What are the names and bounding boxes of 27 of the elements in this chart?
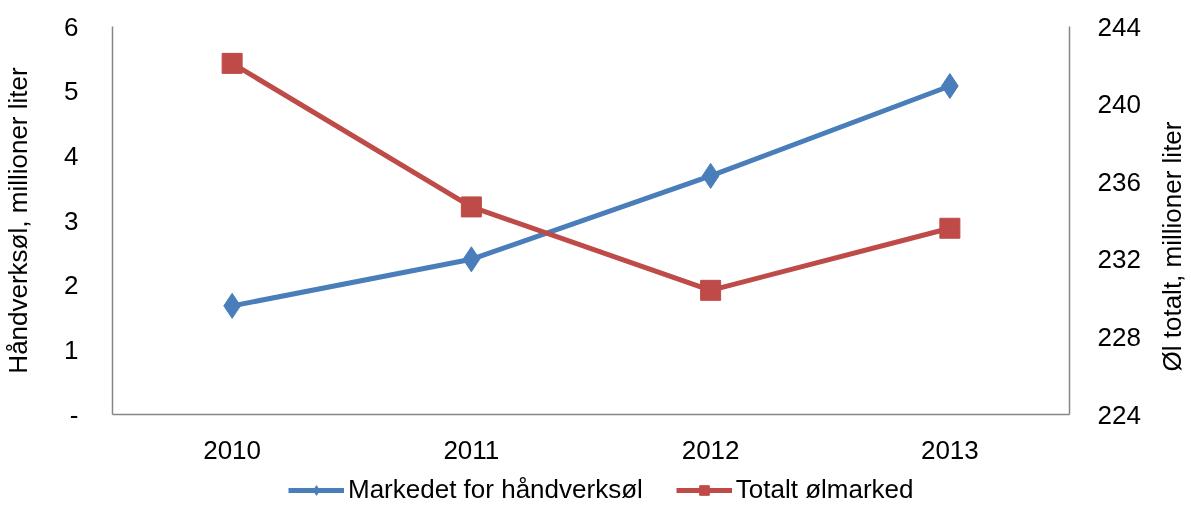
point bbox=[700, 279, 722, 301]
y-tick-label: 3 bbox=[64, 205, 79, 236]
point bbox=[701, 162, 720, 189]
point bbox=[460, 196, 482, 218]
y2-tick-label: 244 bbox=[1097, 11, 1141, 42]
y-tick-label: - bbox=[69, 399, 79, 430]
y-tick-label: 4 bbox=[64, 140, 79, 171]
y2-tick-label: 232 bbox=[1097, 244, 1141, 275]
y-tick-label: 2 bbox=[64, 270, 79, 301]
y-tick-label: 6 bbox=[64, 11, 79, 42]
legend-label: Totalt ølmarked bbox=[735, 475, 914, 505]
y2-tick-label: 224 bbox=[1097, 399, 1141, 430]
y2-tick-label: 228 bbox=[1097, 321, 1141, 352]
x-tick-label: 2010 bbox=[203, 434, 262, 465]
x-tick-label: 2013 bbox=[920, 434, 979, 465]
x-tick-label: 2011 bbox=[443, 434, 500, 465]
y2-axis-title: Øl totalt, millioner liter bbox=[1157, 121, 1187, 372]
legend-label: Markedet for håndverksøl bbox=[348, 475, 643, 505]
y-tick-label: 1 bbox=[64, 334, 79, 365]
point bbox=[221, 52, 243, 74]
y-tick-label: 5 bbox=[64, 76, 79, 107]
y-axis-title: Håndverksøl, millioner liter bbox=[3, 67, 34, 374]
x-tick-label: 2012 bbox=[681, 434, 740, 465]
y2-tick-label: 240 bbox=[1097, 89, 1141, 120]
y2-tick-label: 236 bbox=[1097, 166, 1141, 197]
point bbox=[462, 246, 481, 273]
point bbox=[939, 217, 961, 239]
